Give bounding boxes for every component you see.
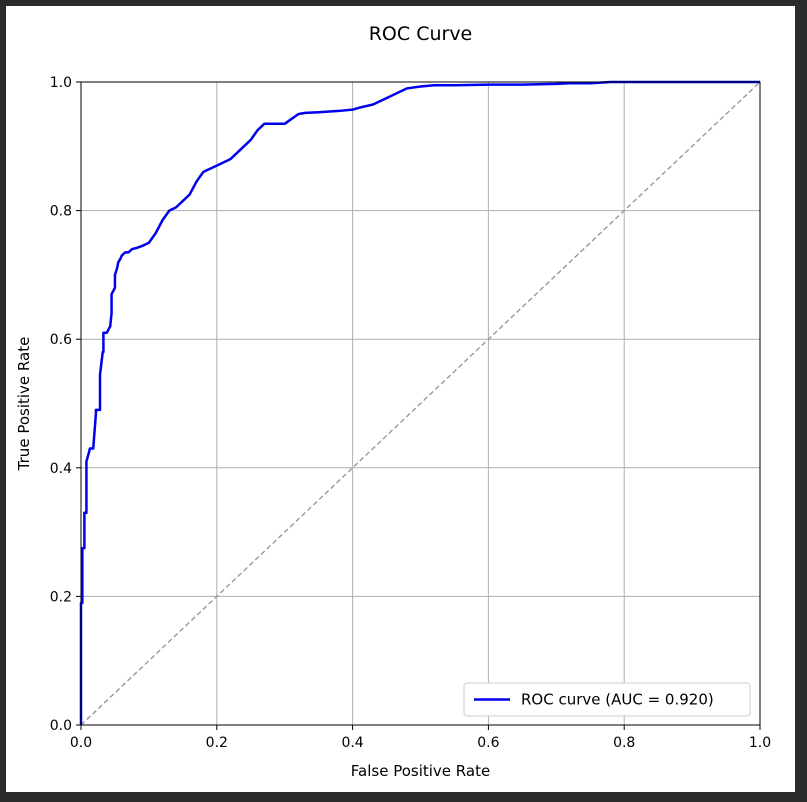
- x-tick-label: 1.0: [749, 735, 771, 751]
- tick-layer: 0.0 0.2 0.4 0.6 0.8 1.0 0.0 0.2 0.4 0.6 0.8 1.0: [50, 75, 771, 751]
- random-baseline-line: [80, 81, 761, 726]
- y-tick-label: 0.0: [50, 718, 72, 734]
- x-tick-label: 0.6: [477, 735, 499, 751]
- x-axis-label: False Positive Rate: [351, 762, 490, 780]
- y-tick-label: 0.2: [50, 589, 72, 605]
- legend: ROC curve (AUC = 0.920): [463, 682, 751, 717]
- legend-box: [463, 682, 751, 717]
- x-tick-label: 0.2: [206, 735, 228, 751]
- y-tick-label: 1.0: [50, 75, 72, 91]
- roc-curve-line: [79, 80, 760, 725]
- plot-frame: [80, 81, 761, 726]
- x-tick-label: 0.8: [613, 735, 635, 751]
- x-tick-label: 0.0: [70, 735, 92, 751]
- y-tick-label: 0.6: [50, 332, 72, 348]
- roc-chart: 0.0 0.2 0.4 0.6 0.8 1.0 0.0 0.2 0.4 0.6 0.8 1.0 ROC…: [15, 23, 771, 780]
- x-tick-label: 0.4: [341, 735, 363, 751]
- y-axis-label: True Positive Rate: [15, 337, 33, 472]
- y-tick-label: 0.8: [50, 204, 72, 220]
- chart-figure: 0.0 0.2 0.4 0.6 0.8 1.0 0.0 0.2 0.4 0.6 0.8 1.0 ROC…: [6, 6, 795, 792]
- y-tick-label: 0.4: [50, 461, 72, 477]
- series-layer: [79, 80, 761, 726]
- legend-entry-roc: ROC curve (AUC = 0.920): [521, 691, 714, 709]
- chart-title: ROC Curve: [369, 23, 473, 45]
